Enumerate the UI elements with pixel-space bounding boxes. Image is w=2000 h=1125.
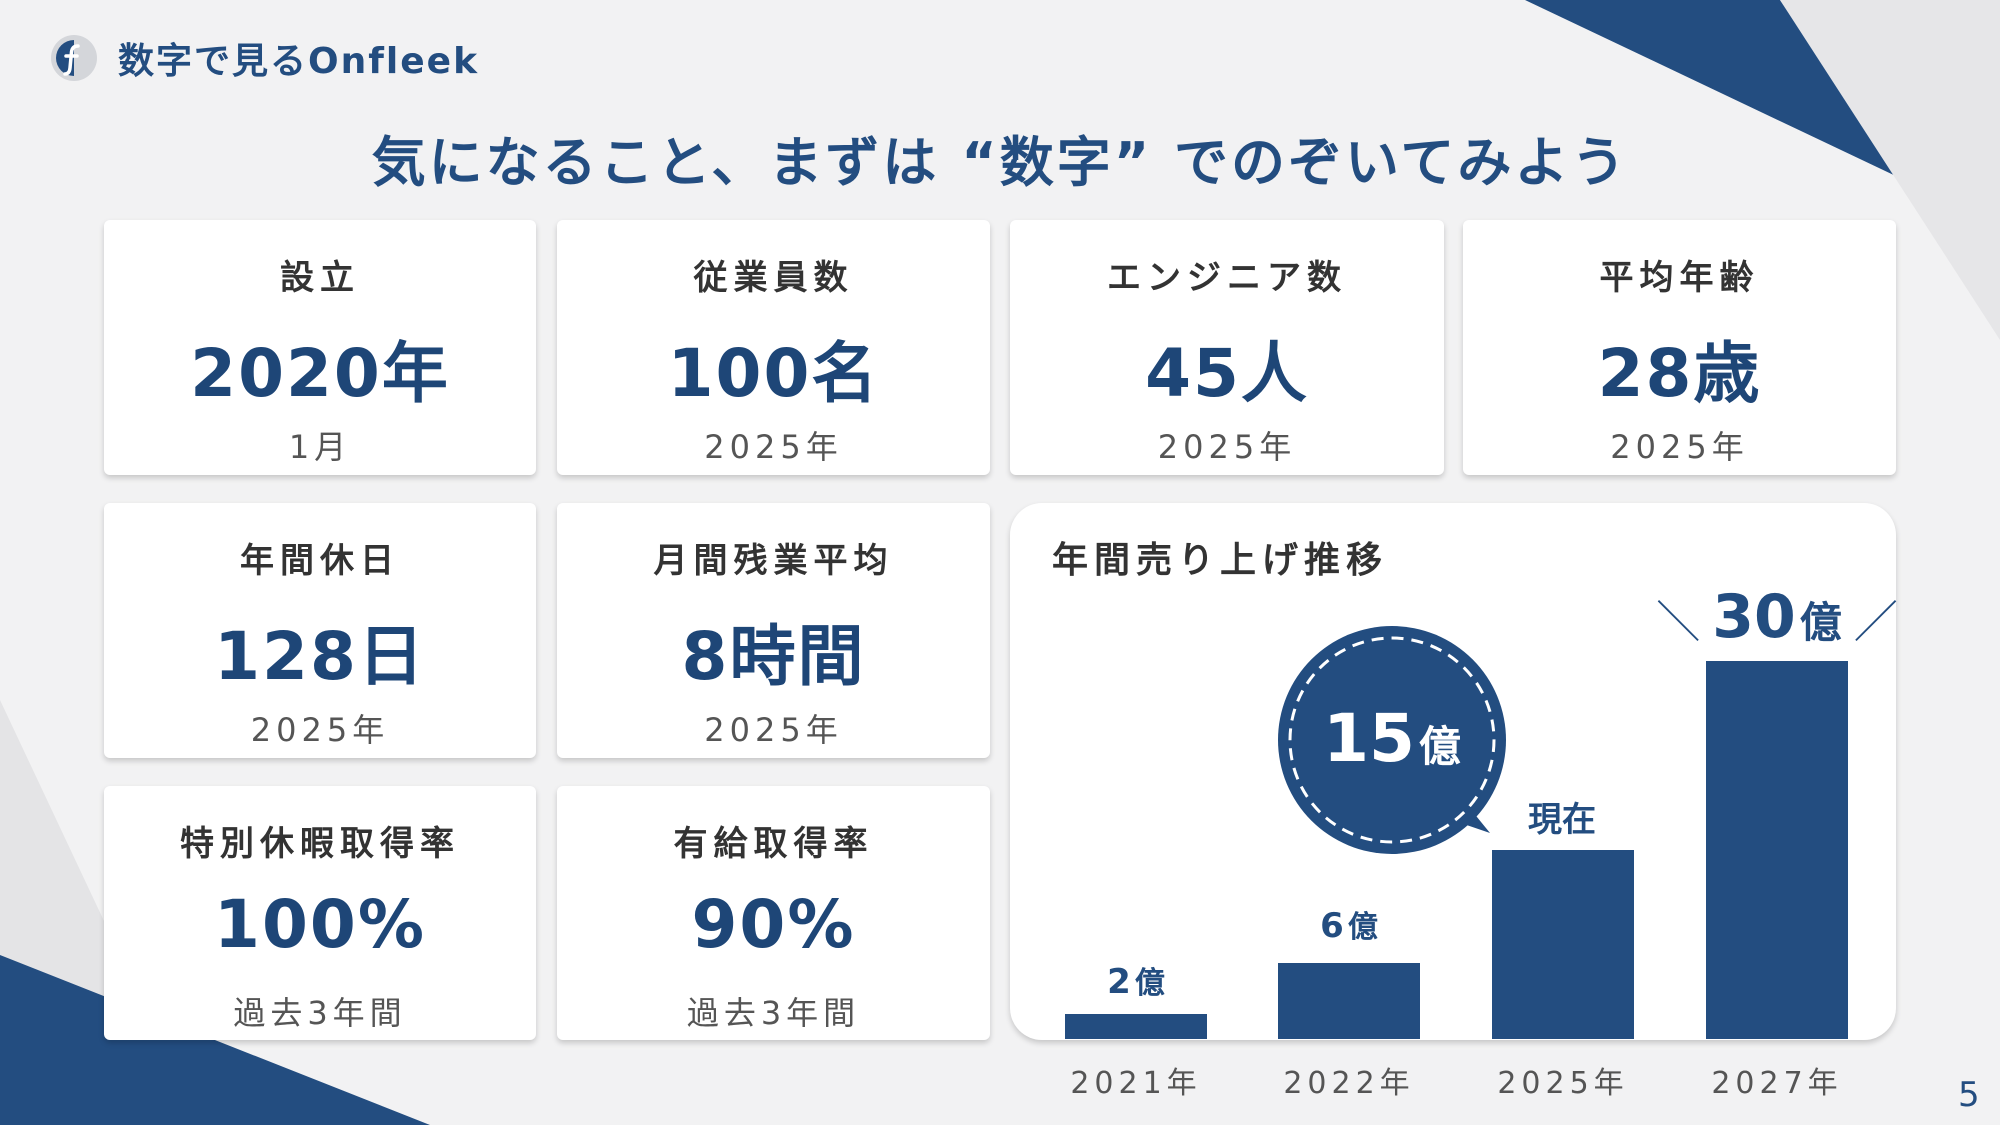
stat-note: 過去3年間	[686, 994, 861, 1032]
bubble-circle	[1278, 626, 1506, 854]
chart-x-label: 2021年	[1070, 1066, 1202, 1101]
current-value-bubble	[1278, 626, 1506, 854]
stat-card-employees: 従業員数 100名 2025年	[557, 220, 990, 475]
stat-label: 設立	[280, 258, 360, 298]
onfleek-logo-icon	[51, 35, 97, 81]
stat-value: 8時間	[681, 618, 866, 695]
stat-card-founded: 設立 2020年 1月	[104, 220, 536, 475]
chart-value-unit: 億	[1134, 966, 1165, 1001]
chart-value-unit: 億	[1418, 722, 1461, 771]
stat-value: 128日	[214, 618, 426, 695]
chart-bar	[1706, 661, 1848, 1039]
chart-x-label: 2027年	[1711, 1066, 1843, 1101]
stat-card-special-leave: 特別休暇取得率 100% 過去3年間	[104, 786, 536, 1040]
chart-value-unit: 億	[1799, 598, 1842, 647]
bubble-value-label: 15億	[1262, 700, 1522, 777]
chart-value-unit: 億	[1347, 910, 1378, 945]
stat-card-annual-holidays: 年間休日 128日 2025年	[104, 503, 536, 758]
stat-label: 年間休日	[240, 541, 400, 581]
chart-value-number: 30	[1712, 582, 1796, 652]
stat-note: 過去3年間	[233, 994, 407, 1032]
stat-label: 有給取得率	[673, 824, 874, 864]
stat-card-paid-leave: 有給取得率 90% 過去3年間	[557, 786, 990, 1040]
current-label: 現在	[1528, 800, 1596, 840]
chart-x-label: 2025年	[1497, 1066, 1629, 1101]
chart-highlight-mark-right: ／	[1853, 597, 1898, 648]
stat-value: 90%	[691, 886, 856, 963]
stat-label: 平均年齢	[1599, 258, 1760, 298]
chart-bar	[1492, 850, 1634, 1039]
stat-value: 28歳	[1597, 335, 1762, 412]
stat-label: 特別休暇取得率	[180, 824, 460, 864]
stat-note: 2025年	[704, 428, 843, 466]
top-right-triangle	[1525, 0, 1900, 178]
chart-bar	[1065, 1013, 1207, 1039]
stat-note: 1月	[288, 428, 352, 466]
stat-card-monthly-overtime: 月間残業平均 8時間 2025年	[557, 503, 990, 758]
brand-header: 数字で見るOnfleek	[50, 32, 479, 84]
chart-value-number: 2	[1107, 962, 1131, 1002]
stat-card-engineers: エンジニア数 45人 2025年	[1010, 220, 1444, 475]
stat-value: 2020年	[190, 335, 450, 412]
top-right-light-triangle	[1780, 0, 2000, 340]
stat-card-average-age: 平均年齢 28歳 2025年	[1463, 220, 1896, 475]
chart-x-label: 2022年	[1283, 1066, 1415, 1101]
stat-label: 月間残業平均	[653, 541, 894, 581]
chart-title: 年間売り上げ推移	[1052, 540, 1389, 581]
chart-value-label-highlight: ＼ 30億／	[1647, 582, 1907, 652]
stat-value: 45人	[1145, 335, 1309, 412]
stat-label: エンジニア数	[1107, 258, 1347, 298]
chart-highlight-mark-left: ＼	[1656, 597, 1701, 648]
chart-value-number: 6	[1320, 906, 1344, 946]
brand-title: 数字で見るOnfleek	[118, 41, 480, 82]
page-headline: 気になること、まずは “数字” でのぞいてみよう	[371, 131, 1629, 194]
stat-note: 2025年	[1610, 428, 1749, 466]
stat-note: 2025年	[250, 711, 390, 749]
chart-value-number: 15	[1323, 700, 1415, 777]
chart-bar	[1278, 963, 1420, 1039]
stat-value: 100名	[667, 335, 880, 412]
bubble-dashed-ring	[1288, 636, 1496, 844]
stat-label: 従業員数	[693, 258, 854, 298]
stat-value: 100%	[214, 886, 426, 963]
stat-note: 2025年	[1157, 428, 1297, 466]
stat-note: 2025年	[704, 711, 843, 749]
page-number: 5	[1958, 1075, 1980, 1115]
